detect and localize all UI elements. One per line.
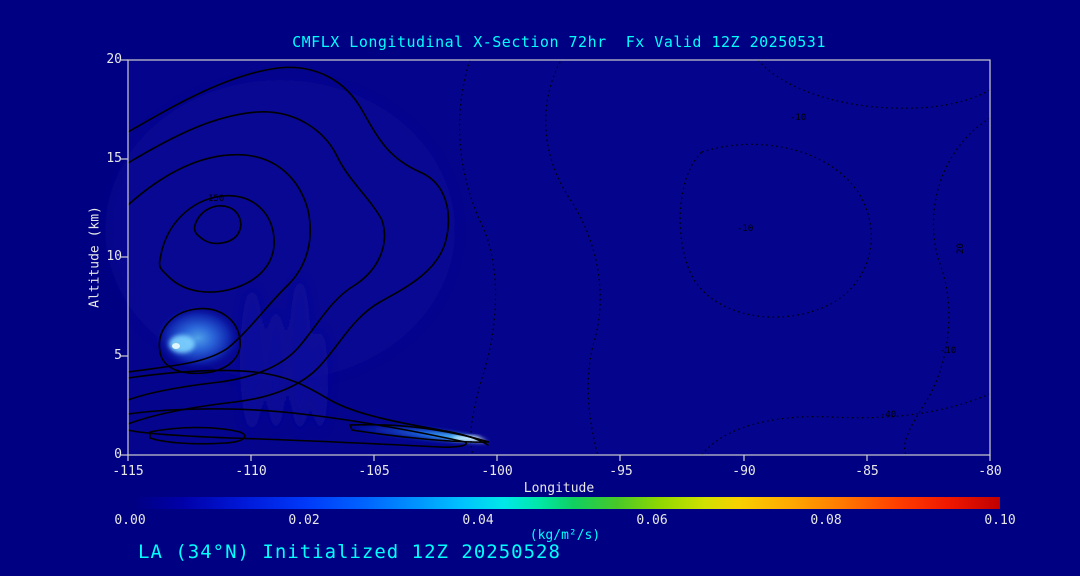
y-axis-label: Altitude (km) bbox=[87, 206, 103, 308]
contour-label: -10 bbox=[790, 113, 806, 123]
x-tick-label: -110 bbox=[235, 464, 267, 479]
x-tick-label: -105 bbox=[358, 464, 390, 479]
colorbar bbox=[130, 497, 1000, 509]
contour-label: -40 bbox=[880, 410, 896, 420]
x-axis-label: Longitude bbox=[523, 481, 595, 496]
contour-label: -10 bbox=[940, 346, 956, 356]
y-tick-label: 0 bbox=[114, 447, 122, 462]
contour-path bbox=[701, 393, 991, 456]
colorbar-units-label: (kg/m²/s) bbox=[529, 528, 601, 543]
dotted-contours bbox=[459, 59, 991, 456]
contour-path bbox=[193, 205, 242, 245]
contour-path bbox=[158, 307, 241, 375]
contour-labels: 150 -10 -10 20 -10 -40 bbox=[208, 113, 966, 420]
shading-plume-columns bbox=[240, 280, 328, 430]
contour-label: -10 bbox=[737, 224, 753, 234]
colorbar-tick-label: 0.00 bbox=[114, 513, 146, 528]
shading-faint-wash bbox=[105, 80, 455, 380]
x-tick-label: -95 bbox=[609, 464, 633, 479]
contour-path bbox=[545, 61, 601, 456]
init-caption: LA (34°N) Initialized 12Z 20250528 bbox=[138, 541, 561, 563]
shading-mid-blob bbox=[154, 305, 242, 371]
chart-title: CMFLX Longitudinal X-Section 72hr Fx Val… bbox=[292, 33, 826, 51]
contour-path bbox=[348, 423, 490, 443]
x-tick-label: -85 bbox=[855, 464, 879, 479]
x-tick-label: -80 bbox=[978, 464, 1002, 479]
solid-contours bbox=[127, 66, 490, 448]
contour-path bbox=[127, 408, 468, 448]
colorbar-tick-label: 0.02 bbox=[288, 513, 320, 528]
colorbar-tick-label: 0.10 bbox=[984, 513, 1016, 528]
contour-path bbox=[127, 66, 450, 425]
axis-ticks bbox=[121, 59, 991, 461]
x-tick-label: -100 bbox=[481, 464, 513, 479]
y-tick-label: 10 bbox=[106, 249, 122, 264]
contour-path bbox=[757, 59, 991, 109]
colorbar-tick-label: 0.08 bbox=[810, 513, 842, 528]
contour-path bbox=[158, 194, 275, 293]
y-tick-label: 20 bbox=[106, 52, 122, 67]
x-tick-label: -115 bbox=[112, 464, 144, 479]
y-tick-label: 15 bbox=[106, 151, 122, 166]
contour-path bbox=[127, 111, 386, 401]
colorbar-tick-label: 0.06 bbox=[636, 513, 668, 528]
contour-label: 150 bbox=[208, 194, 224, 204]
contour-path bbox=[127, 153, 311, 373]
contour-path bbox=[459, 59, 497, 456]
contour-label: 20 bbox=[956, 243, 966, 254]
y-tick-label: 5 bbox=[114, 348, 122, 363]
contour-path bbox=[679, 143, 872, 318]
colorbar-tick-label: 0.04 bbox=[462, 513, 494, 528]
contour-path bbox=[149, 426, 246, 445]
x-tick-label: -90 bbox=[732, 464, 756, 479]
